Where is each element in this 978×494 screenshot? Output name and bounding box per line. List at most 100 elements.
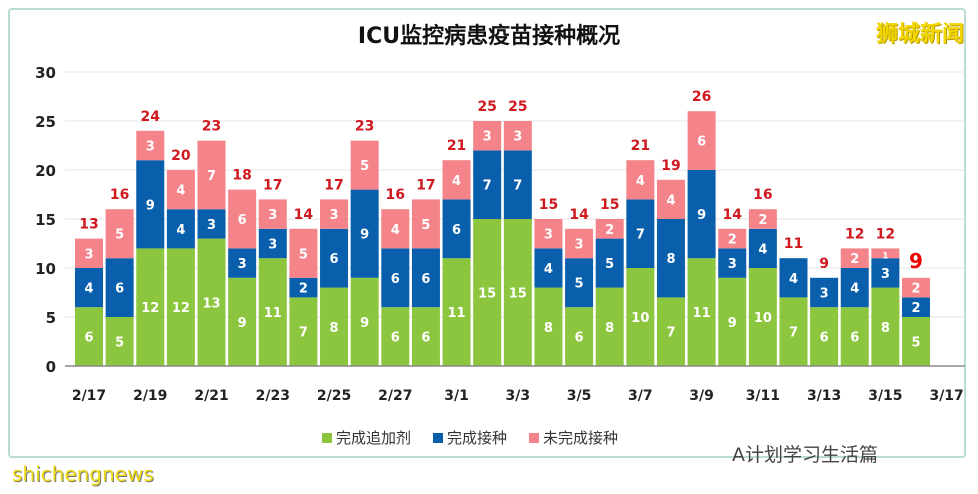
bar-segment — [840, 268, 869, 308]
bar-segment — [228, 277, 257, 366]
bar-segment — [687, 170, 716, 259]
bar-value-label: 9 — [697, 208, 706, 223]
total-label: 23 — [202, 119, 221, 135]
bar-value-label: 7 — [207, 169, 216, 184]
chart-frame — [8, 8, 966, 458]
bar-segment — [902, 277, 931, 298]
bar-value-label: 3 — [544, 228, 553, 243]
x-tick-label: 3/1 — [444, 388, 469, 404]
total-label: 24 — [141, 109, 161, 125]
bar-value-label: 2 — [299, 282, 308, 297]
bar-segment — [595, 238, 624, 288]
source-watermark: shichengnews — [12, 462, 154, 486]
bar-segment — [289, 228, 318, 278]
legend-item: 未完成接种 — [529, 427, 618, 448]
bar-value-label: 7 — [513, 179, 522, 194]
bar-value-label: 8 — [330, 321, 339, 336]
bar-value-label: 4 — [789, 272, 798, 287]
bar-segment — [626, 160, 655, 200]
bar-value-label: 9 — [238, 316, 247, 331]
x-tick-label: 2/19 — [133, 388, 167, 404]
x-tick-label: 3/9 — [689, 388, 714, 404]
bar-segment — [136, 130, 165, 161]
bar-segment — [656, 179, 685, 219]
x-tick-label: 3/11 — [746, 388, 780, 404]
bar-segment — [320, 228, 349, 288]
bar-value-label: 9 — [728, 316, 737, 331]
y-tick-label: 10 — [35, 260, 56, 278]
bar-segment — [595, 287, 624, 366]
bar-segment — [228, 248, 257, 278]
bar-segment — [442, 199, 471, 259]
bar-segment — [810, 277, 839, 308]
bar-value-label: 6 — [575, 331, 584, 346]
bar-value-label: 4 — [391, 223, 400, 238]
legend-label: 未完成接种 — [543, 429, 619, 447]
bar-segment — [565, 228, 594, 259]
y-tick-label: 25 — [35, 113, 56, 131]
bar-segment — [289, 277, 318, 298]
bar-value-label: 3 — [728, 257, 737, 272]
total-label: 16 — [386, 187, 405, 203]
bar-value-label: 3 — [84, 247, 93, 262]
bar-value-label: 5 — [360, 159, 369, 174]
logo: 狮城新闻 — [875, 22, 964, 47]
bar-segment — [840, 307, 869, 366]
total-label: 13 — [79, 217, 98, 233]
legend-item: 完成追加剂 — [322, 427, 411, 448]
bar-segment — [411, 248, 440, 308]
bar-value-label: 4 — [176, 184, 185, 199]
bar-segment — [411, 199, 440, 249]
bar-segment — [902, 297, 931, 317]
bar-value-label: 8 — [666, 252, 675, 267]
bar-segment — [779, 258, 808, 298]
bar-value-label: 9 — [360, 228, 369, 243]
bar-segment — [381, 248, 410, 308]
bar-value-label: 4 — [850, 282, 859, 297]
total-label: 15 — [539, 197, 558, 213]
bar-segment — [687, 258, 716, 366]
bar-value-label: 2 — [605, 223, 614, 238]
bar-value-label: 2 — [911, 282, 920, 297]
bar-value-label: 4 — [452, 174, 461, 189]
bar-value-label: 6 — [391, 272, 400, 287]
bar-segment — [656, 297, 685, 366]
total-label: 16 — [110, 187, 129, 203]
bar-value-label: 3 — [207, 218, 216, 233]
bar-value-label: 3 — [330, 208, 339, 223]
total-label: 12 — [845, 226, 864, 242]
bar-value-label: 10 — [631, 311, 649, 326]
watermark: A计划学习生活篇 — [732, 444, 878, 466]
bar-value-label: 6 — [421, 331, 430, 346]
bar-value-label: 5 — [115, 228, 124, 243]
bar-value-label: 7 — [299, 326, 308, 341]
bar-value-label: 4 — [544, 262, 553, 277]
bar-value-label: 8 — [605, 321, 614, 336]
bar-value-label: 4 — [636, 174, 645, 189]
total-label: 9 — [819, 256, 829, 272]
bar-value-label: 10 — [754, 311, 772, 326]
bar-segment — [228, 189, 257, 249]
bar-segment — [748, 209, 777, 229]
bar-value-label: 6 — [238, 213, 247, 228]
bar-segment — [718, 248, 747, 278]
bar-segment — [473, 219, 502, 366]
bar-segment — [166, 248, 195, 366]
legend: 完成追加剂 完成接种 未完成接种 — [322, 427, 618, 448]
bar-segment — [534, 248, 563, 288]
bar-value-label: 11 — [693, 306, 711, 321]
total-label: 26 — [692, 89, 711, 105]
bar-segment — [442, 160, 471, 200]
legend-swatch — [433, 432, 444, 443]
total-label: 11 — [784, 236, 803, 252]
bar-value-label: 5 — [911, 336, 920, 351]
legend-swatch — [529, 432, 540, 443]
bar-segment — [656, 219, 685, 298]
bar-value-label: 6 — [330, 252, 339, 267]
y-tick-label: 15 — [35, 211, 56, 229]
bar-segment — [748, 228, 777, 268]
bar-value-label: 7 — [636, 228, 645, 243]
bar-segment — [75, 307, 103, 366]
bar-value-label: 3 — [238, 257, 247, 272]
